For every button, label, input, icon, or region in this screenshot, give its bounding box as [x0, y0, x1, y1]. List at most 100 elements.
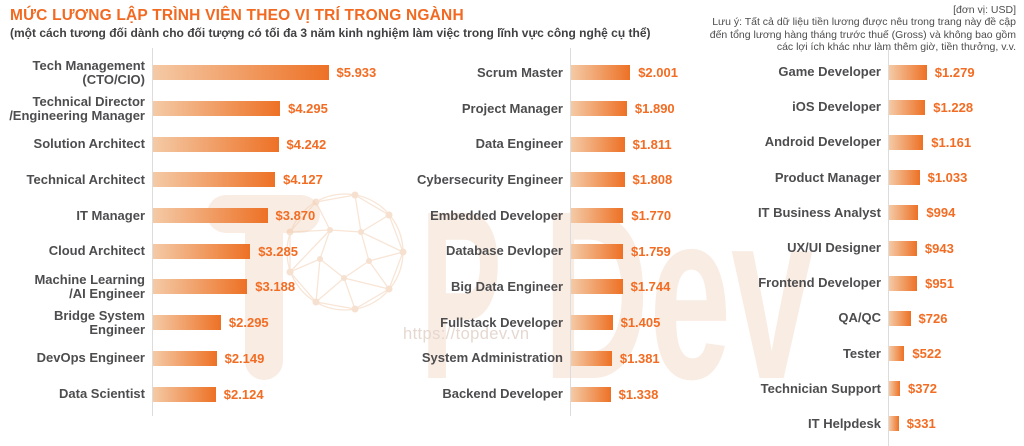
chart-row: IT Helpdesk $331: [681, 406, 975, 441]
chart-row: UX/UI Designer $943: [681, 230, 975, 265]
chart-row: IT Manager $3.870: [0, 198, 376, 234]
chart-row: Data Scientist $2.124: [0, 376, 376, 412]
salary-bar: [889, 99, 926, 115]
salary-bar: [889, 134, 924, 150]
bar-chart-column-2: Scrum Master $2.001 Project Manager $1.890 D…: [363, 55, 678, 412]
salary-bar: [571, 172, 625, 188]
role-label: DevOps Engineer: [36, 350, 145, 366]
salary-bar: [571, 101, 627, 117]
chart-row: Scrum Master $2.001: [363, 55, 678, 91]
chart-row: Tester $522: [681, 336, 975, 371]
salary-value: $2.295: [228, 315, 269, 331]
salary-value: $1.890: [634, 101, 675, 117]
salary-bar: [571, 243, 623, 259]
salary-bar: [571, 136, 625, 152]
salary-value: $1.744: [630, 279, 671, 295]
watermark-url: https://topdev.vn: [403, 325, 529, 343]
bar-chart-column-1: Tech Management (CTO/CIO) $5.933 Technical…: [0, 55, 376, 412]
role-label: System Administration: [421, 350, 563, 366]
network-globe-icon: [286, 191, 407, 313]
salary-bar: [889, 346, 905, 362]
salary-value: $5.933: [336, 65, 377, 81]
salary-value: $994: [926, 205, 956, 221]
chart-row: Product Manager $1.033: [681, 160, 975, 195]
bar-chart-column-3: Game Developer $1.279 iOS Developer $1.228 A…: [681, 55, 975, 442]
salary-bar: [889, 240, 917, 256]
role-label: Machine Learning /AI Engineer: [34, 271, 145, 301]
chart-row: Backend Developer $1.338: [363, 376, 678, 412]
salary-value: $3.870: [275, 208, 316, 224]
salary-value: $943: [924, 240, 954, 256]
salary-value: $1.279: [934, 64, 975, 80]
role-label: IT Manager: [76, 207, 145, 223]
salary-bar: [889, 275, 918, 291]
salary-value: $951: [925, 275, 955, 291]
salary-bar: [571, 279, 623, 295]
salary-value: $4.295: [288, 101, 328, 117]
salary-bar: [889, 205, 919, 221]
chart-row: DevOps Engineer $2.149: [0, 341, 376, 377]
chart-row: iOS Developer $1.228: [681, 90, 975, 125]
role-label: Product Manager: [774, 169, 881, 185]
salary-bar: [889, 416, 899, 432]
chart-row: Project Manager $1.890: [363, 91, 678, 127]
role-label: Big Data Engineer: [451, 278, 563, 294]
note-block: [đơn vị: USD] Lưu ý: Tất cả dữ liệu tiền…: [710, 4, 1016, 53]
salary-value: $1.161: [931, 134, 972, 150]
salary-value: $1.811: [632, 136, 672, 152]
salary-bar: [153, 65, 329, 81]
salary-bar: [153, 101, 281, 117]
role-label: Frontend Developer: [758, 275, 881, 291]
chart-row: Cloud Architect $3.285: [0, 233, 376, 269]
role-label: Cloud Architect: [48, 243, 145, 259]
chart-row: IT Business Analyst $994: [681, 195, 975, 230]
salary-value: $1.228: [933, 99, 974, 115]
salary-bar: [889, 170, 920, 186]
salary-value: $4.127: [283, 172, 323, 188]
role-label: Embedded Developer: [430, 207, 563, 223]
salary-value: $331: [906, 416, 936, 432]
unit-label: [đơn vị: USD]: [953, 4, 1016, 16]
chart-row: System Administration $1.381: [363, 341, 678, 377]
salary-value: $1.338: [618, 386, 659, 402]
chart-row: Solution Architect $4.242: [0, 126, 376, 162]
salary-bar: [153, 136, 279, 152]
chart-row: Technician Support $372: [681, 371, 975, 406]
role-label: Tech Management (CTO/CIO): [32, 57, 145, 87]
salary-bar: [889, 381, 900, 397]
salary-bar: [889, 64, 927, 80]
note-line: Lưu ý: Tất cả dữ liệu tiền lương được nê…: [712, 16, 1016, 29]
page-subtitle: (một cách tương đối dành cho đối tượng c…: [10, 26, 651, 40]
axis-line-col3: [888, 48, 889, 446]
role-label: QA/QC: [838, 310, 881, 326]
axis-line-col1: [152, 48, 153, 416]
salary-bar: [571, 315, 613, 331]
chart-row: Big Data Engineer $1.744: [363, 269, 678, 305]
salary-bar: [153, 315, 221, 331]
chart-row: Frontend Developer $951: [681, 266, 975, 301]
chart-row: Fullstack Developer $1.405: [363, 305, 678, 341]
role-label: UX/UI Designer: [787, 240, 881, 256]
salary-value: $1.759: [631, 243, 671, 259]
salary-bar: [153, 350, 217, 366]
salary-value: $1.405: [620, 315, 661, 331]
role-label: Technician Support: [760, 380, 881, 396]
salary-bar: [153, 172, 276, 188]
salary-bar: [153, 386, 216, 402]
page-title: MỨC LƯƠNG LẬP TRÌNH VIÊN THEO VỊ TRÍ TRO…: [10, 7, 464, 24]
role-label: Game Developer: [778, 64, 881, 80]
chart-row: Android Developer $1.161: [681, 125, 975, 160]
salary-bar: [571, 208, 624, 224]
role-label: Backend Developer: [442, 386, 563, 402]
salary-bar: [571, 350, 612, 366]
salary-bar: [571, 386, 611, 402]
role-label: Technical Director /Engineering Manager: [9, 93, 145, 123]
role-label: Data Engineer: [475, 136, 563, 152]
chart-row: Technical Director /Engineering Manager $…: [0, 91, 376, 127]
salary-value: $726: [918, 310, 948, 326]
chart-row: Data Engineer $1.811: [363, 126, 678, 162]
role-label: Data Scientist: [59, 386, 145, 402]
salary-value: $1.381: [619, 350, 660, 366]
chart-row: Bridge System Engineer $2.295: [0, 305, 376, 341]
